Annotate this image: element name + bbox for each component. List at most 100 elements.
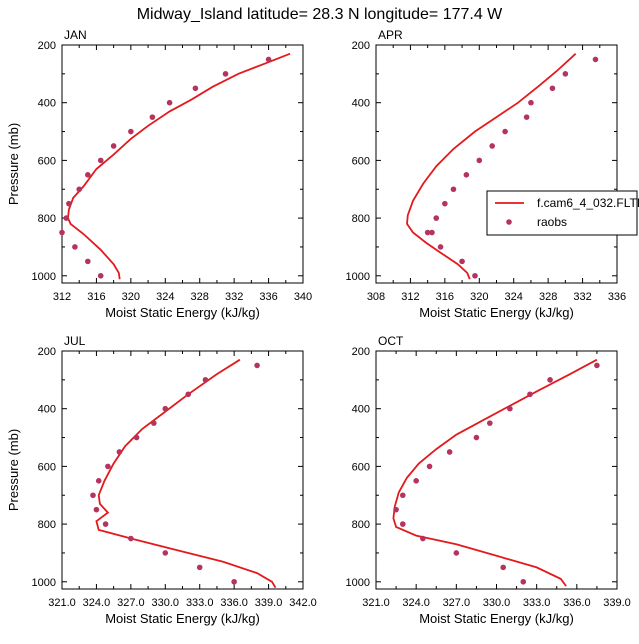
obs-data-point (192, 85, 199, 92)
x-tick-label: 316 (436, 291, 454, 303)
figure-title: Midway_Island latitude= 28.3 N longitude… (137, 6, 503, 23)
panel-label: OCT (378, 334, 404, 348)
obs-data-point (265, 56, 272, 63)
x-tick-label: 333.0 (523, 597, 551, 609)
obs-data-point (420, 535, 426, 542)
obs-data-point (594, 362, 600, 369)
obs-data-point (59, 229, 65, 236)
obs-data-point (463, 172, 470, 178)
obs-data-point (162, 550, 169, 556)
model-line-series (392, 358, 598, 587)
y-tick-label: 200 (352, 40, 370, 52)
y-tick-label: 400 (352, 98, 370, 110)
x-tick-label: 339.0 (255, 597, 283, 609)
x-tick-label: 327.0 (117, 597, 145, 609)
x-tick-label: 324.0 (83, 597, 111, 609)
plot-frame (61, 350, 304, 590)
obs-data-point (459, 258, 465, 265)
obs-data-point (442, 200, 448, 207)
obs-data-point (93, 506, 100, 513)
chart-panel-apr: 308 312 316 320 324 328 332 336 200 400 600 800 1000… (346, 28, 627, 320)
y-tick-label: 200 (352, 346, 370, 358)
x-tick-label: 308 (367, 291, 385, 303)
obs-data-point (185, 391, 192, 398)
obs-data-point (562, 71, 569, 77)
obs-data-point (151, 420, 157, 426)
y-tick-label: 1000 (346, 271, 370, 283)
panels: 312 316 320 324 328 332 336 340 200 400 600 800 1000… (6, 28, 639, 626)
obs-data-point (254, 362, 260, 369)
obs-data-point (549, 85, 556, 92)
obs-data-point (76, 186, 83, 193)
y-axis-label: Pressure (mb) (6, 429, 21, 511)
x-tick-label: 332 (225, 291, 243, 303)
x-tick-label: 328 (539, 291, 557, 303)
chart-panel-jan: 312 316 320 324 328 332 336 340 200 400 600 800 1000… (6, 28, 312, 320)
obs-data-point (85, 258, 91, 265)
obs-data-point (437, 244, 444, 250)
obs-data-point (102, 521, 109, 527)
x-tick-label: 324 (505, 291, 523, 303)
x-tick-label: 336.0 (563, 597, 591, 609)
x-tick-label: 330.0 (152, 597, 180, 609)
x-tick-label: 312 (53, 291, 71, 303)
x-axis-label: Moist Static Energy (kJ/kg) (105, 305, 260, 320)
obs-data-point (507, 405, 513, 412)
y-tick-label: 1000 (346, 577, 370, 589)
panel-label: JAN (64, 28, 87, 42)
obs-data-point (399, 492, 406, 499)
obs-data-point (95, 478, 102, 484)
x-tick-label: 324.0 (402, 597, 430, 609)
x-tick-label: 321.0 (48, 597, 76, 609)
obs-data-point (66, 200, 72, 207)
y-axis-label: Pressure (mb) (6, 123, 21, 205)
legend-marker-swatch (506, 219, 512, 225)
obs-data-point (527, 391, 533, 398)
y-tick-label: 600 (38, 461, 56, 473)
obs-data-point (399, 521, 406, 527)
y-tick-label: 800 (352, 519, 370, 531)
x-tick-label: 332 (573, 291, 591, 303)
obs-data-point (429, 229, 435, 236)
x-tick-label: 342.0 (289, 597, 317, 609)
obs-data-point (413, 478, 419, 484)
legend-model-label: f.cam6_4_032.FLTH (537, 196, 639, 210)
obs-data-point (424, 229, 431, 236)
y-tick-label: 600 (352, 461, 370, 473)
y-tick-label: 600 (38, 155, 56, 167)
x-tick-label: 316 (87, 291, 105, 303)
obs-data-point (222, 71, 229, 77)
obs-data-point (446, 449, 453, 455)
obs-data-point (166, 99, 173, 106)
obs-data-point (128, 128, 134, 135)
plot-frame (375, 44, 618, 284)
plot-frame (375, 350, 618, 590)
obs-data-point (500, 564, 506, 571)
x-tick-label: 320 (470, 291, 488, 303)
obs-data-point (487, 420, 493, 426)
y-tick-label: 400 (352, 404, 370, 416)
x-axis-label: Moist Static Energy (kJ/kg) (419, 611, 574, 626)
y-tick-label: 400 (38, 404, 56, 416)
x-tick-label: 336 (259, 291, 277, 303)
y-tick-label: 200 (38, 346, 56, 358)
x-axis-label: Moist Static Energy (kJ/kg) (105, 611, 260, 626)
obs-data-point (472, 272, 478, 279)
y-tick-label: 1000 (32, 271, 56, 283)
obs-data-point (453, 550, 460, 556)
obs-data-point (133, 434, 140, 441)
obs-data-point (149, 114, 156, 120)
x-tick-label: 312 (401, 291, 419, 303)
obs-data-point (97, 272, 104, 279)
obs-data-point (63, 215, 70, 221)
obs-data-point (433, 215, 440, 221)
obs-data-point (85, 172, 91, 178)
model-line-series (406, 53, 577, 280)
obs-data-point (97, 157, 104, 164)
x-tick-label: 336.0 (220, 597, 248, 609)
obs-data-point (110, 143, 117, 149)
y-tick-label: 400 (38, 98, 56, 110)
obs-data-point (128, 535, 134, 542)
